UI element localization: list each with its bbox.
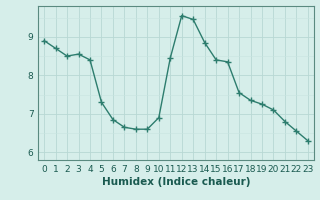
X-axis label: Humidex (Indice chaleur): Humidex (Indice chaleur) <box>102 177 250 187</box>
